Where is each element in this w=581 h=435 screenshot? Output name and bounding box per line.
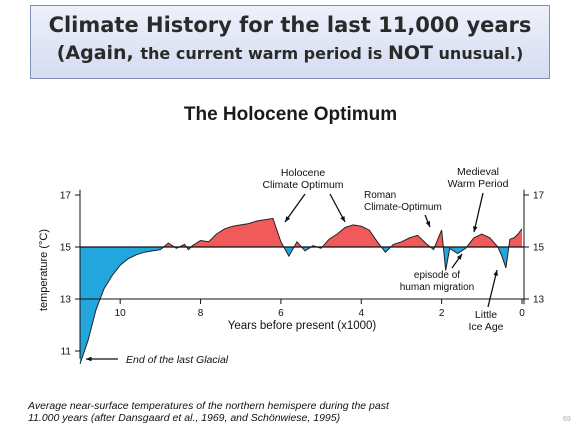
y-axis-label: temperature (°C) <box>38 229 50 311</box>
x-tick-label-0: 0 <box>519 308 525 319</box>
x-tick-label-8: 8 <box>198 308 204 319</box>
annotation-holocene-optimum-1: Holocene <box>281 167 326 179</box>
warm-anomaly-area <box>80 218 522 247</box>
banner-subtitle-end: unusual.) <box>432 44 524 63</box>
arrow-little-ice-age-head <box>493 270 498 276</box>
x-tick-label-10: 10 <box>115 308 127 319</box>
chart-title: The Holocene Optimum <box>183 104 398 125</box>
page-number: 69 <box>563 416 571 423</box>
annotation-medieval-1: Medieval <box>457 166 499 178</box>
caption-line-1: Average near-surface temperatures of the… <box>28 400 389 412</box>
title-banner: Climate History for the last 11,000 year… <box>30 5 550 79</box>
right-y-tick-label-13: 13 <box>533 295 545 306</box>
arrow-roman-optimum-head <box>425 221 431 227</box>
annotation-roman-optimum-1: Roman <box>364 190 396 201</box>
caption-line-2: 11.000 years (after Dansgaard et al., 19… <box>28 412 341 424</box>
arrow-holocene-optimum <box>284 193 306 223</box>
arrow-medieval-head <box>472 226 478 232</box>
arrow-migration-head <box>456 254 462 260</box>
banner-subtitle-rest: the current warm period is <box>140 44 388 63</box>
banner-title: Climate History for the last 11,000 year… <box>48 13 532 37</box>
y-tick-label-17: 17 <box>60 191 72 202</box>
annotation-end-glacial: End of the last Glacial <box>126 354 229 366</box>
x-tick-label-2: 2 <box>439 308 445 319</box>
figure-caption: Average near-surface temperatures of the… <box>28 400 558 424</box>
annotation-holocene-optimum-2: Climate Optimum <box>262 179 343 191</box>
banner-subtitle: (Again, the current warm period is NOT u… <box>31 42 549 64</box>
arrow-holocene-optimum-right-head <box>340 216 345 222</box>
y-tick-label-11: 11 <box>61 347 72 358</box>
cold-anomaly-area <box>80 247 522 364</box>
y-tick-label-13: 13 <box>60 295 72 306</box>
arrow-end-glacial-head <box>86 356 92 362</box>
right-y-tick-label-17: 17 <box>533 191 545 202</box>
banner-subtitle-open: (Again, <box>56 42 141 64</box>
temperature-series-line <box>79 217 523 365</box>
arrow-medieval <box>473 192 484 233</box>
right-y-tick-label-15: 15 <box>533 243 545 254</box>
y-tick-label-15: 15 <box>60 243 72 254</box>
arrow-holocene-optimum-head <box>285 216 291 222</box>
arrow-little-ice-age <box>487 269 498 308</box>
x-tick-label-4: 4 <box>358 308 364 319</box>
annotation-migration-2: human migration <box>400 282 474 293</box>
annotation-little-ice-age-1: Little <box>475 309 497 321</box>
x-tick-label-6: 6 <box>278 308 284 319</box>
annotation-roman-optimum-2: Climate-Optimum <box>364 202 442 213</box>
banner-subtitle-not: NOT <box>387 42 433 64</box>
x-axis-label: Years before present (x1000) <box>228 320 377 332</box>
annotation-little-ice-age-2: Ice Age <box>468 321 503 333</box>
annotation-migration-1: episode of <box>414 270 460 281</box>
annotation-medieval-2: Warm Period <box>448 178 509 190</box>
